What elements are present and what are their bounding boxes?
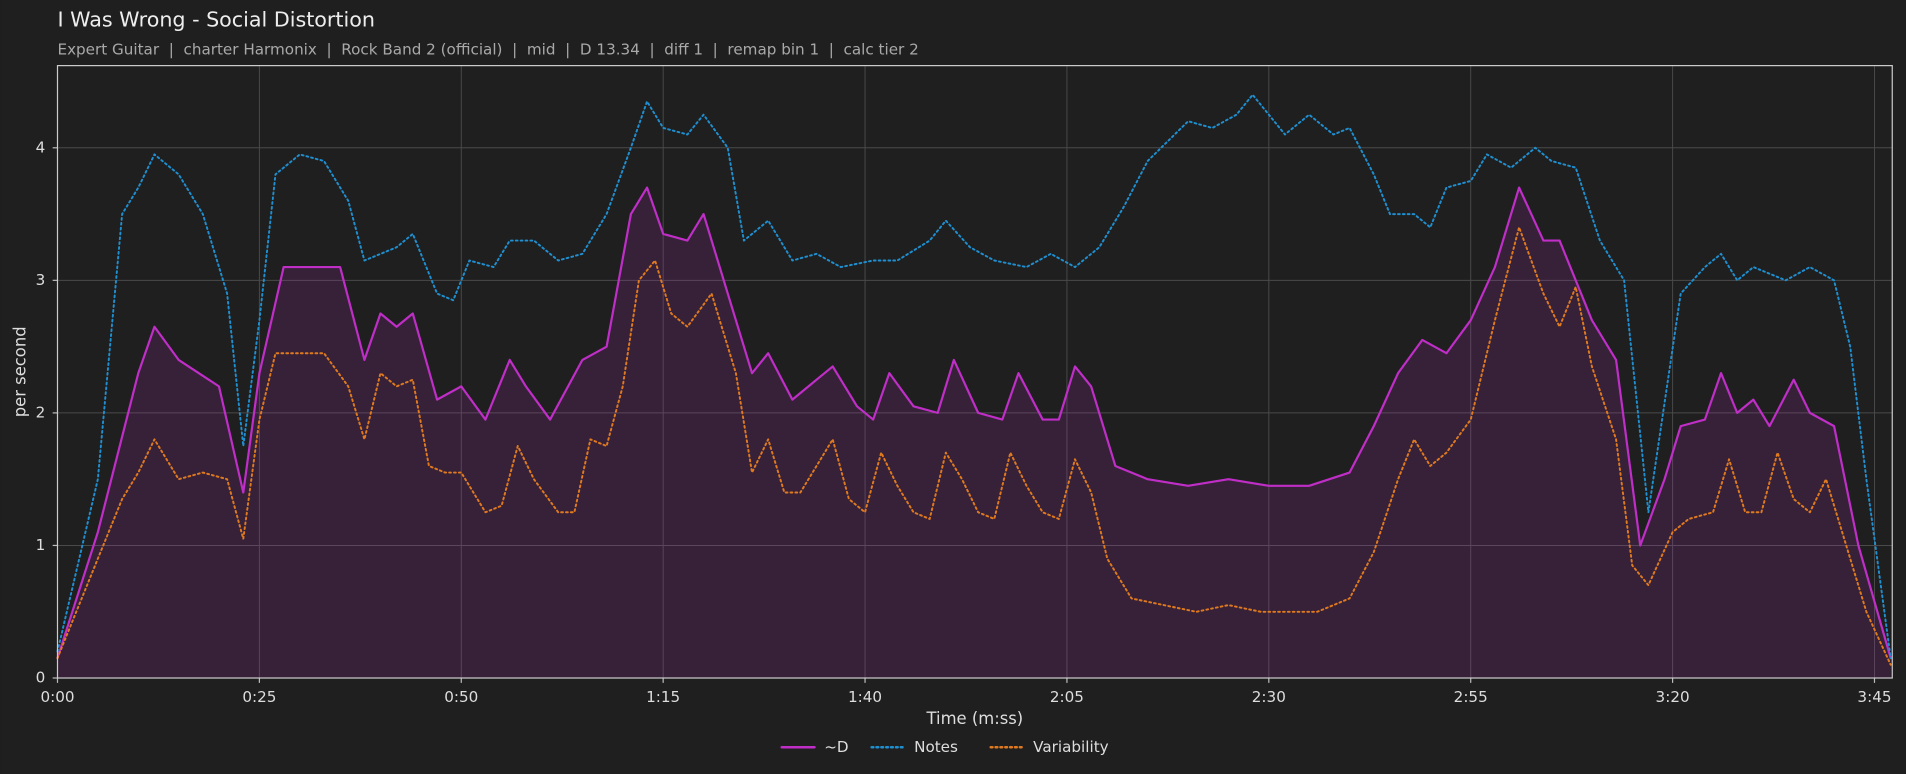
x-tick-label: 0:50 bbox=[444, 688, 478, 706]
area bbox=[57, 187, 1891, 679]
x-tick-label: 0:00 bbox=[40, 688, 74, 706]
x-tick-label: 3:20 bbox=[1656, 688, 1690, 706]
line bbox=[56, 186, 1892, 660]
y-tick-label: 2 bbox=[36, 403, 46, 421]
x-tick-label: 2:55 bbox=[1454, 688, 1488, 706]
line bbox=[56, 93, 1892, 660]
x-tick-label: 1:40 bbox=[848, 688, 882, 706]
y-tick-label: 0 bbox=[36, 669, 46, 687]
plot-frame bbox=[56, 65, 1893, 679]
y-tick-label: 3 bbox=[36, 271, 46, 289]
legend-label: Notes bbox=[914, 738, 958, 756]
x-tick-label: 0:25 bbox=[242, 688, 276, 706]
y-tick-label: 1 bbox=[36, 536, 46, 554]
y-tick-label: 4 bbox=[36, 138, 46, 156]
x-tick-label: 2:30 bbox=[1252, 688, 1286, 706]
x-tick-label: 3:45 bbox=[1857, 688, 1891, 706]
x-axis-label: Time (m:ss) bbox=[926, 709, 1024, 728]
legend-label: Variability bbox=[1033, 738, 1108, 756]
legend-label: ~D bbox=[824, 738, 848, 756]
line bbox=[56, 226, 1892, 666]
chart-subtitle: Expert Guitar | charter Harmonix | Rock … bbox=[57, 40, 918, 58]
y-axis-label: per second bbox=[11, 326, 30, 417]
x-tick-label: 1:15 bbox=[646, 688, 680, 706]
x-tick-label: 2:05 bbox=[1050, 688, 1084, 706]
chart-title: I Was Wrong - Social Distortion bbox=[57, 8, 374, 32]
